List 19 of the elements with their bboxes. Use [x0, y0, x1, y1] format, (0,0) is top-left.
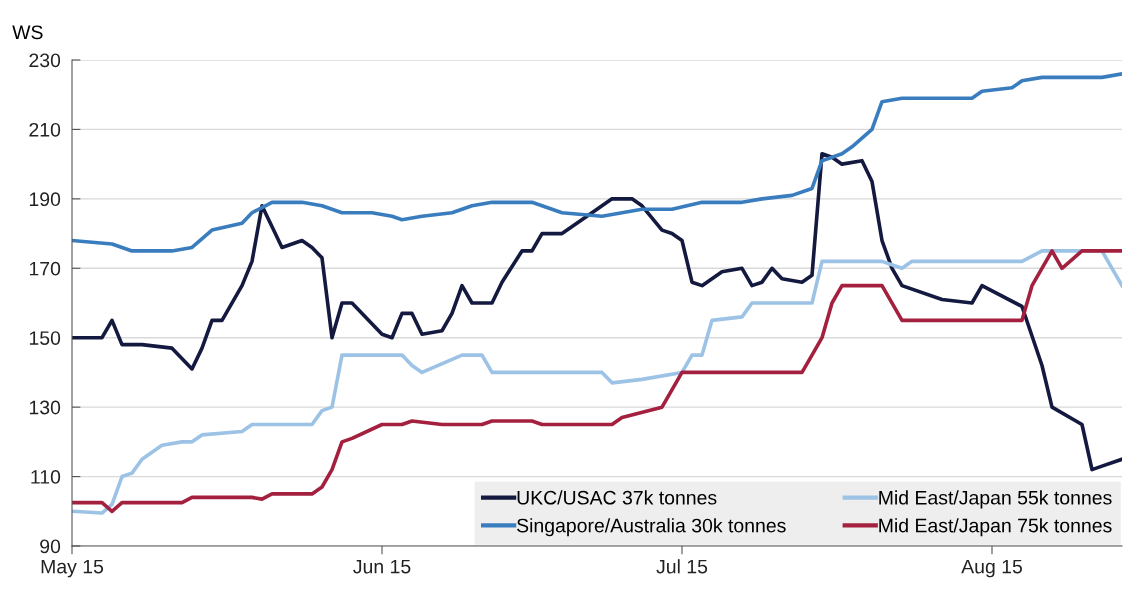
legend-label: Singapore/Australia 30k tonnes [517, 518, 786, 537]
x-tick-label: May 15 [41, 559, 104, 578]
y-tick-label: 110 [31, 470, 61, 484]
y-axis-title: WS [12, 25, 43, 40]
x-tick-label: Jul 15 [656, 559, 708, 574]
y-tick-label: 210 [29, 122, 61, 137]
legend-label: Mid East/Japan 75k tonnes [879, 518, 1112, 537]
legend-label: UKC/USAC 37k tonnes [517, 490, 717, 505]
x-tick-label: Aug 15 [961, 559, 1022, 578]
y-tick-label: 90 [40, 539, 61, 554]
line-series [72, 72, 1122, 253]
y-tick-label: 230 [29, 53, 61, 68]
x-tick-label: Jun 15 [353, 559, 411, 574]
line-series [72, 151, 1122, 472]
legend-label: Mid East/Japan 55k tonnes [879, 490, 1112, 509]
y-tick-label: 170 [29, 261, 61, 276]
y-tick-label: 150 [29, 331, 61, 345]
y-tick-label: 130 [29, 400, 61, 415]
y-tick-label: 190 [29, 192, 61, 207]
